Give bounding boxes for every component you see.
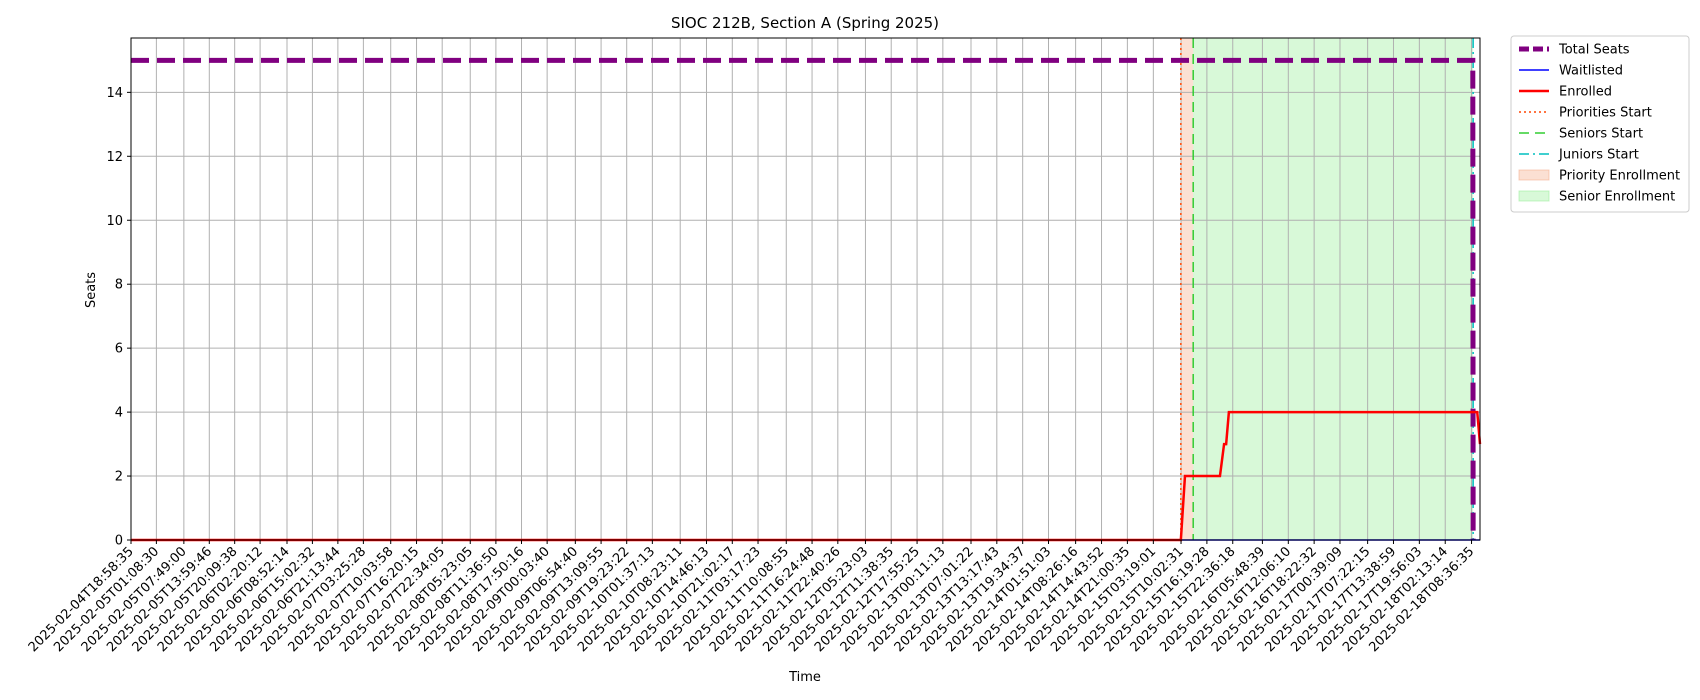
event-lines	[1180, 38, 1474, 540]
legend-label: Total Seats	[1558, 43, 1630, 58]
legend-label: Senior Enrollment	[1559, 190, 1675, 205]
y-tick-label: 8	[115, 278, 123, 293]
legend-swatch	[1518, 190, 1550, 202]
x-axis: 2025-02-04T18:58:352025-02-05T01:08:3020…	[26, 540, 1477, 655]
y-tick-label: 6	[115, 342, 123, 357]
y-tick-label: 12	[106, 150, 123, 165]
y-tick-label: 14	[106, 86, 123, 101]
y-tick-label: 4	[115, 406, 123, 421]
legend-label: Priority Enrollment	[1559, 169, 1680, 184]
total-seats-series	[131, 57, 1476, 541]
legend-swatch	[1518, 169, 1550, 181]
y-axis-label: Seats	[84, 272, 99, 308]
chart-title: SIOC 212B, Section A (Spring 2025)	[671, 14, 939, 32]
legend-label: Seniors Start	[1559, 127, 1643, 142]
enrolled-series	[131, 410, 1482, 542]
priority-enrollment-span	[1180, 38, 1194, 540]
legend-label: Juniors Start	[1558, 148, 1639, 163]
legend: Total Seats Waitlisted Enrolled Priorities …	[1510, 35, 1690, 213]
y-axis: 0 2 4 6 8 10 12 14	[106, 86, 131, 549]
senior-enrollment-span	[1193, 38, 1474, 540]
x-axis-label: Time	[788, 670, 821, 685]
y-tick-label: 2	[115, 470, 123, 485]
plot-frame	[130, 37, 1481, 541]
legend-box	[1510, 35, 1690, 213]
legend-label: Enrolled	[1559, 85, 1612, 100]
enrollment-spans	[1180, 38, 1474, 540]
y-tick-label: 0	[115, 534, 123, 549]
legend-label: Waitlisted	[1559, 64, 1623, 79]
y-tick-label: 10	[106, 214, 123, 229]
grid	[130, 38, 1480, 541]
legend-label: Priorities Start	[1559, 106, 1652, 121]
